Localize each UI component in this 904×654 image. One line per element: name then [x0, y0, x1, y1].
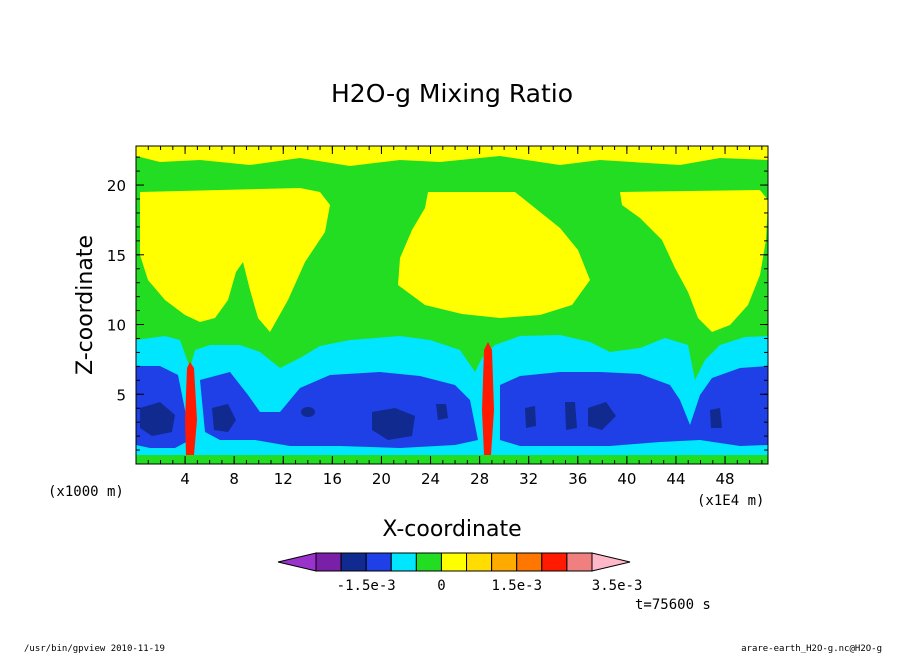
colorbar-tick-label: 0 — [437, 578, 445, 594]
x-axis-ticks: 4 8 12 16 20 24 28 32 36 40 44 48 — [147, 146, 763, 488]
colorbar-segment — [365, 552, 392, 572]
x-axis-unit: (x1E4 m) — [697, 493, 764, 509]
y-axis-label: Z-coordinate — [73, 235, 98, 375]
colorbar-segment — [466, 552, 493, 572]
contour-navy-core-2 — [212, 404, 236, 432]
contour-navy-core-3 — [372, 408, 415, 440]
contour-navy-core-9 — [301, 407, 315, 417]
colorbar-overflow — [591, 552, 631, 572]
colorbar-segment — [516, 552, 543, 572]
x-axis-label: X-coordinate — [382, 517, 521, 542]
x-tick-label: 28 — [470, 470, 489, 488]
y-axis-ticks: 5 10 15 20 — [107, 156, 768, 451]
contour-yellow-top-band — [136, 146, 768, 166]
contour-bottom-strip — [136, 455, 768, 464]
plot-frame — [135, 145, 769, 465]
x-tick-label: 24 — [421, 470, 440, 488]
contour-navy-core-5 — [525, 406, 536, 428]
x-tick-label: 8 — [229, 470, 239, 488]
y-axis-unit: (x1000 m) — [48, 484, 124, 500]
colorbar: -1.5e-3 0 1.5e-3 3.5e-3 — [277, 552, 643, 594]
x-tick-label: 48 — [716, 470, 735, 488]
x-tick-label: 36 — [568, 470, 587, 488]
x-tick-label: 12 — [274, 470, 293, 488]
contour-blue-band-right — [500, 366, 768, 446]
contour-navy-core-1 — [140, 402, 175, 436]
x-tick-label: 16 — [323, 470, 342, 488]
colorbar-underflow — [277, 552, 317, 572]
chart-title: H2O-g Mixing Ratio — [331, 79, 573, 108]
footer-left: /usr/bin/gpview 2010-11-19 — [24, 644, 165, 654]
footer-right: arare-earth_H2O-g.nc@H2O-g — [741, 644, 882, 654]
colorbar-segment — [440, 552, 468, 572]
contour-plume-center — [482, 342, 494, 455]
colorbar-segment — [415, 552, 442, 572]
x-tick-label: 40 — [617, 470, 636, 488]
contour-yellow-right-lobe — [620, 190, 768, 332]
colorbar-segment — [541, 552, 568, 572]
y-tick-label: 20 — [107, 177, 126, 195]
x-tick-label: 32 — [519, 470, 538, 488]
contour-navy-core-7 — [588, 402, 616, 430]
colorbar-tick-label: 3.5e-3 — [592, 578, 643, 594]
colorbar-segment — [390, 552, 417, 572]
colorbar-segment — [491, 552, 518, 572]
time-annotation: t=75600 s — [635, 597, 711, 613]
contour-yellow-center-lobe — [398, 192, 590, 318]
x-tick-label: 44 — [666, 470, 685, 488]
colorbar-segment — [315, 552, 342, 572]
colorbar-segment — [340, 552, 367, 572]
colorbar-tick-label: -1.5e-3 — [337, 578, 396, 594]
y-tick-label: 10 — [107, 317, 126, 335]
contour-navy-core-4 — [436, 404, 448, 420]
contour-navy-core-8 — [710, 408, 722, 428]
x-tick-label: 20 — [372, 470, 391, 488]
x-tick-label: 4 — [180, 470, 190, 488]
contour-plume-left — [185, 362, 197, 455]
y-tick-label: 15 — [107, 247, 126, 265]
colorbar-tick-label: 1.5e-3 — [491, 578, 542, 594]
contour-yellow-left-lobe — [140, 188, 330, 332]
colorbar-segment — [566, 552, 593, 572]
contour-navy-core-6 — [565, 402, 577, 430]
y-tick-label: 5 — [116, 386, 126, 404]
contour-fills — [136, 146, 768, 464]
